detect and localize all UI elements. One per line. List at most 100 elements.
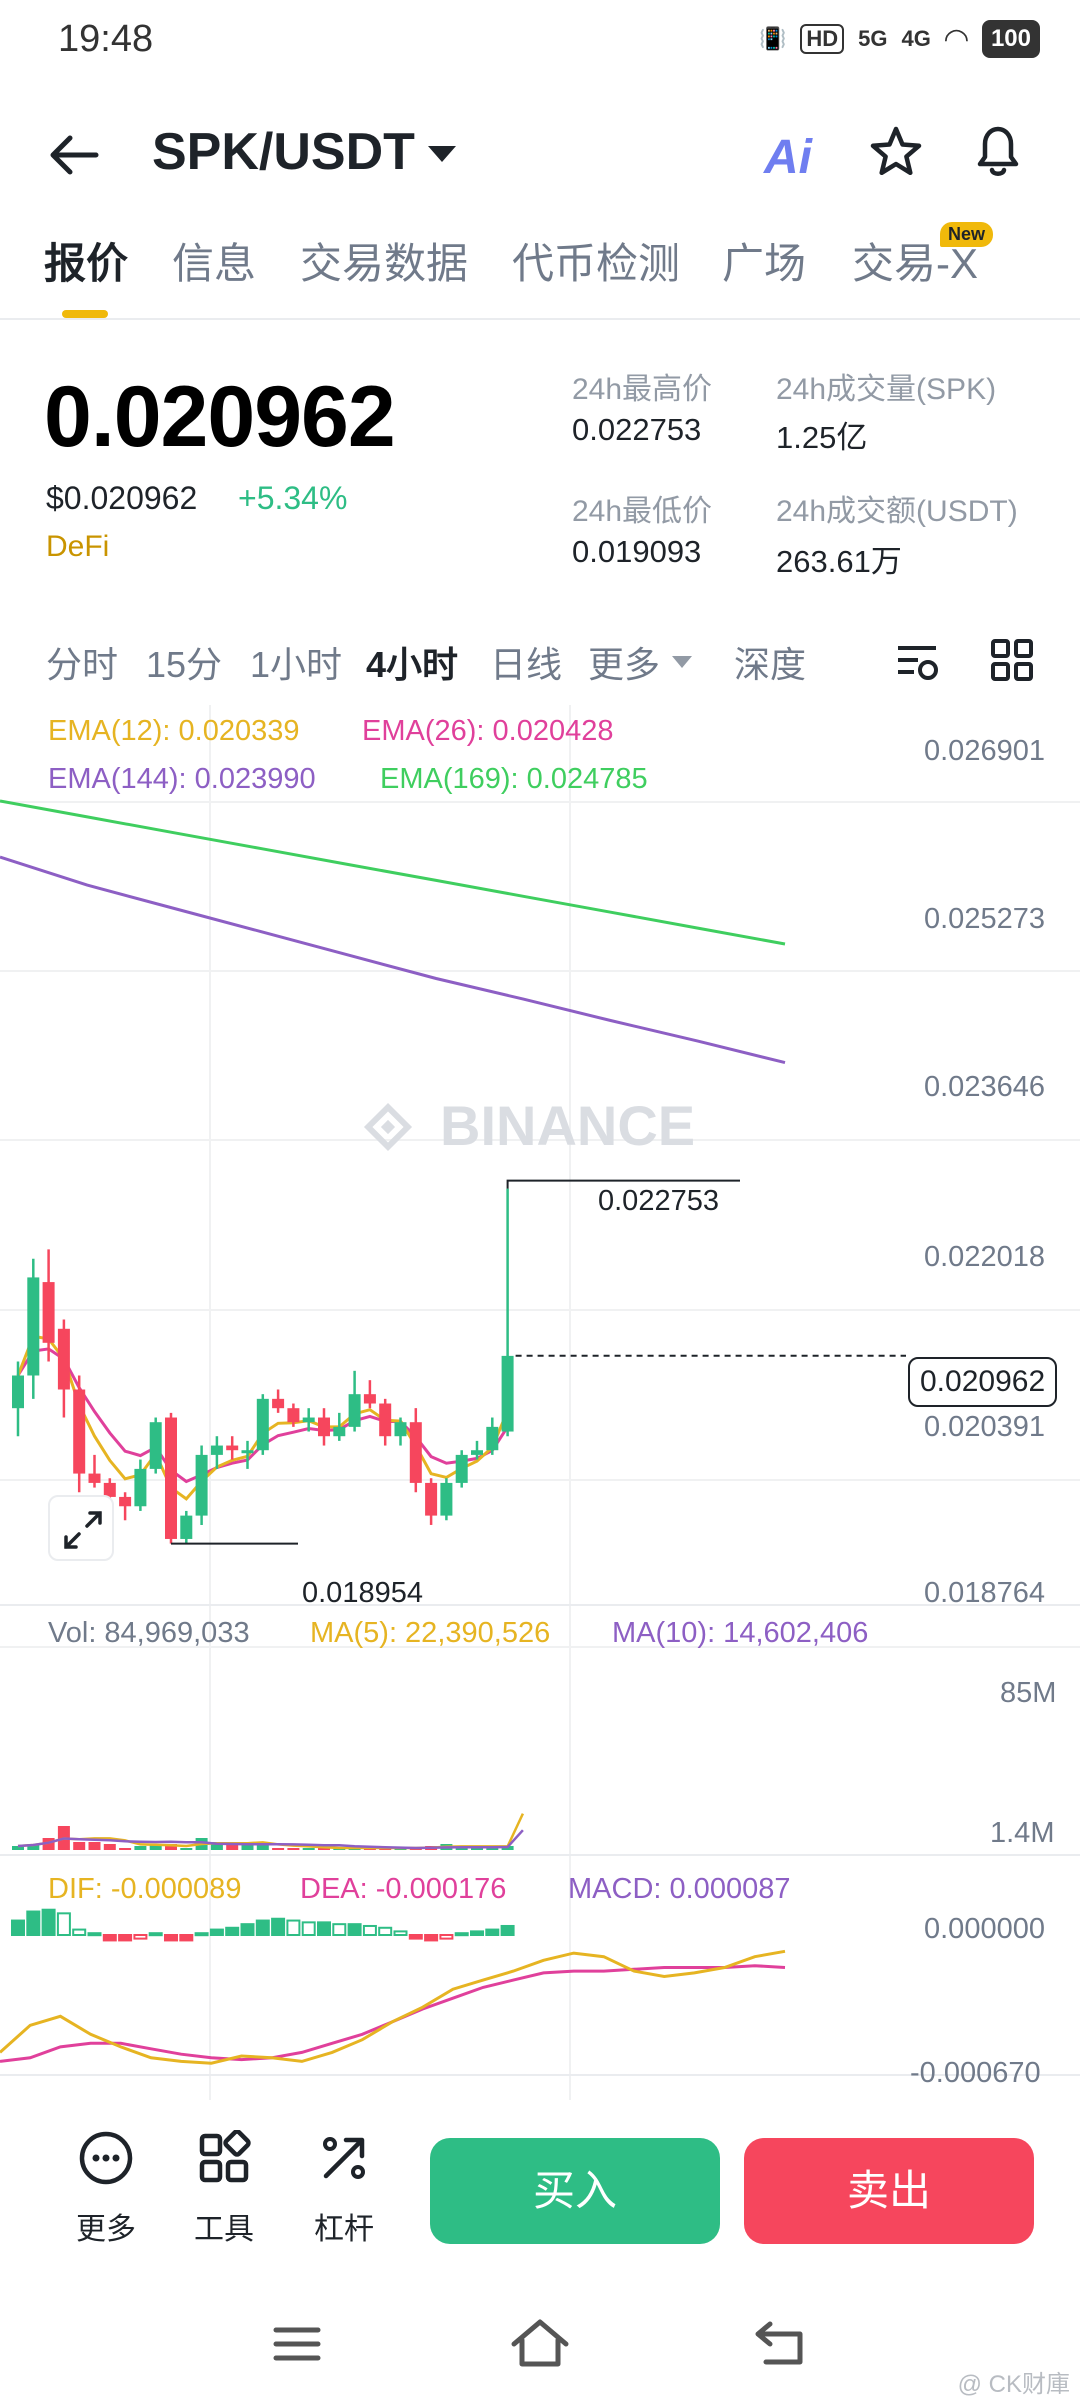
candle-body [348,1394,361,1427]
tab-trade-x[interactable]: 交易-X [852,240,979,287]
ema12-legend: EMA(12): 0.020339 [48,715,300,747]
expand-icon [64,1511,102,1549]
volume-axis-label: 85M [1000,1677,1057,1709]
candle-body [409,1422,422,1483]
ema26-legend: EMA(26): 0.020428 [362,715,614,747]
active-tab-indicator [62,310,108,318]
candle-body [302,1417,315,1423]
tab-trading-data[interactable]: 交易数据 [300,240,469,287]
ai-icon[interactable]: Ai [764,131,812,184]
macd-histogram-bar [87,1932,102,1937]
macd-histogram-bar [332,1923,347,1936]
high-label: 24h最高价 [572,373,713,406]
macd-histogram-bar [179,1934,194,1942]
volume-bar [88,1842,101,1850]
back-arrow-icon[interactable] [46,130,102,180]
dea-legend: DEA: -0.000176 [300,1873,507,1905]
interval-bar: 分时 15分 1小时 4小时 日线 更多 深度 [0,636,1080,696]
pair-dropdown-icon[interactable] [428,146,456,162]
interval-more[interactable]: 更多 [588,644,661,685]
leverage-icon [323,2137,365,2179]
candle-body [425,1482,438,1516]
macd-legend: MACD: 0.000087 [568,1873,791,1905]
buy-button[interactable]: 买入 [430,2138,720,2244]
interval-1h[interactable]: 1小时 [250,644,343,685]
price-axis-label: 0.022018 [924,1241,1045,1273]
volume-bar [287,1848,300,1850]
signal-4g-icon: 4G [901,26,931,51]
system-nav-bar [0,2300,1080,2400]
macd-histogram-bar [118,1934,133,1942]
tab-quote[interactable]: 报价 [44,240,129,287]
bell-icon[interactable] [970,120,1026,180]
candle-body [471,1450,483,1455]
volume-bar [180,1848,193,1850]
candle-body [195,1454,208,1516]
back-nav-icon[interactable] [752,2318,808,2368]
high-marker-line [506,1179,740,1189]
candle-body [272,1398,285,1409]
chart-area[interactable]: BINANCE EMA(12): 0.020339 EMA(26): 0.020… [0,705,1080,2100]
tools-label: 工具 [194,2213,254,2246]
tab-square[interactable]: 广场 [722,240,807,287]
volume-bar [256,1844,269,1850]
tools-button[interactable]: 工具 [174,2129,274,2248]
category-tag[interactable]: DeFi [46,530,110,563]
hd-indicator: HD [800,24,845,54]
tab-info[interactable]: 信息 [172,240,257,287]
volume-value: 1.25亿 [776,420,868,455]
tab-token-check[interactable]: 代币检测 [512,240,681,287]
last-price: 0.020962 [44,369,396,465]
fullscreen-button[interactable] [48,1495,114,1561]
interval-timeline[interactable]: 分时 [46,644,119,685]
depth-tab[interactable]: 深度 [734,644,807,685]
leverage-button[interactable]: 杠杆 [294,2130,394,2248]
star-icon[interactable] [868,124,924,180]
more-dropdown-icon[interactable] [672,656,692,668]
wifi-icon: ◠ [944,22,968,56]
home-icon[interactable] [508,2316,572,2370]
price-axis-label: 0.020391 [924,1411,1045,1443]
candle-body [363,1394,376,1404]
macd-histogram-bar [164,1934,178,1942]
macd-histogram-bar [378,1926,393,1937]
watermark-text: BINANCE [440,1094,695,1157]
candle-body [287,1408,300,1423]
interval-15m[interactable]: 15分 [146,644,223,685]
candle-body [318,1417,330,1437]
status-time: 19:48 [58,18,154,60]
volume-bar [471,1848,483,1850]
sell-button[interactable]: 卖出 [744,2138,1034,2244]
macd-histogram-bar [317,1921,331,1936]
more-label: 更多 [76,2213,136,2246]
dif-legend: DIF: -0.000089 [48,1873,242,1905]
low-value: 0.019093 [572,534,702,569]
menu-icon[interactable] [272,2322,322,2366]
current-price-tag[interactable]: 0.020962 [908,1357,1058,1407]
interval-1d[interactable]: 日线 [490,644,563,685]
chart-settings-icon[interactable] [894,640,940,686]
macd-histogram-bar [102,1934,117,1942]
ema169-line [0,799,786,946]
interval-4h[interactable]: 4小时 [366,644,459,685]
grid-icon[interactable] [990,638,1034,682]
price-axis-label: 0.025273 [924,903,1045,935]
macd-histogram-bar [26,1910,41,1937]
volume-bar [318,1848,330,1850]
volume-bar [73,1842,86,1850]
macd-histogram-bar [485,1928,500,1937]
volume-bar [210,1842,223,1850]
more-button[interactable]: 更多 [56,2130,156,2248]
candle-body [501,1355,514,1432]
candle-body [486,1426,499,1451]
volume-bar [165,1844,177,1850]
kline-chart[interactable]: BINANCE [0,705,1080,2100]
pair-title[interactable]: SPK/USDT [152,123,415,181]
volume-bar [272,1848,285,1850]
more-icon [79,2131,133,2185]
volume-bar [302,1848,315,1850]
candle-body [256,1398,269,1451]
candle-body [210,1445,223,1455]
candle-body [57,1328,70,1390]
tab-bar: 报价 信息 交易数据 代币检测 广场 交易-X New [0,222,1080,320]
